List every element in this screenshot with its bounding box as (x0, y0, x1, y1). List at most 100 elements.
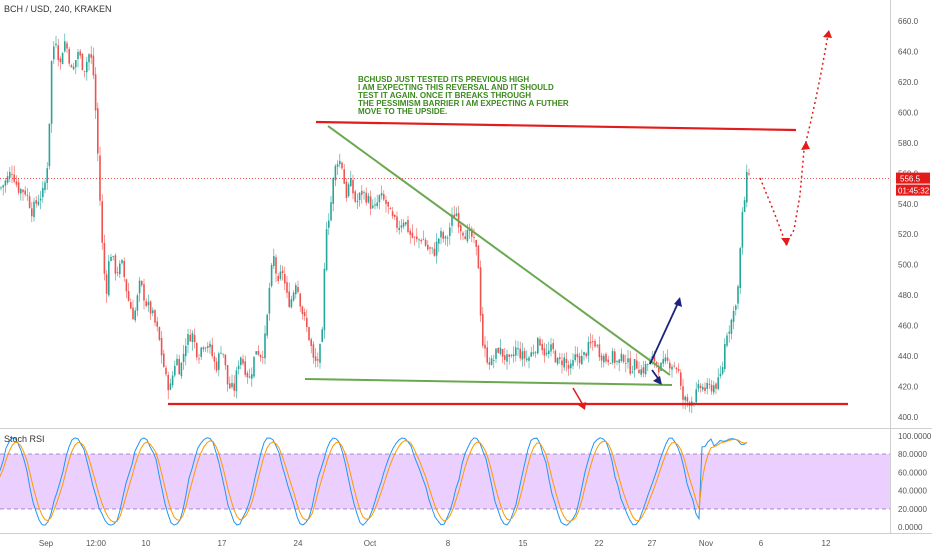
candle-body (704, 387, 706, 391)
candle-body (44, 182, 46, 190)
candle-body (110, 256, 112, 262)
candle-body (616, 361, 618, 362)
candle-body (528, 357, 530, 361)
candle-body (743, 200, 746, 212)
triangle-upper-line (327, 125, 671, 376)
candle-body (70, 65, 73, 68)
candle-body (567, 364, 570, 369)
candle-body (721, 367, 724, 374)
candle-body (565, 358, 568, 363)
candle-body (625, 363, 627, 364)
candle-body (585, 353, 587, 357)
candle-body (477, 245, 480, 269)
candle-body (424, 239, 427, 246)
candle-body (303, 311, 306, 317)
candle-body (728, 331, 730, 334)
candle-body (490, 358, 493, 365)
candle-body (394, 215, 396, 217)
candle-body (132, 307, 134, 320)
candle-body (108, 261, 110, 296)
stoch-label: Stoch RSI (4, 434, 45, 444)
candle-body (519, 348, 521, 359)
candle-body (211, 344, 213, 357)
candle-body (449, 227, 451, 237)
price-tick-label: 540.0 (898, 200, 919, 209)
candle-body (336, 164, 339, 167)
candle-body (600, 355, 603, 361)
candle-body (174, 365, 176, 376)
candle-body (92, 55, 95, 76)
candle-body (433, 248, 436, 256)
candle-body (75, 60, 77, 68)
candle-body (576, 353, 579, 358)
candle-body (231, 382, 233, 387)
candle-body (435, 241, 438, 256)
candle-body (321, 329, 323, 342)
candle-body (504, 355, 506, 360)
candle-body (273, 256, 275, 266)
candle-body (99, 155, 101, 201)
candle-body (268, 287, 271, 314)
candle-body (207, 346, 209, 348)
candle-body (737, 286, 739, 304)
candle-body (13, 174, 15, 182)
candle-body (81, 53, 84, 70)
candle-body (402, 222, 405, 227)
candle-body (264, 333, 266, 359)
candle-body (284, 274, 286, 284)
candle-body (341, 162, 343, 169)
price-tick-label: 420.0 (898, 383, 919, 392)
candle-body (614, 351, 616, 363)
candle-body (387, 201, 389, 207)
candle-body (719, 373, 722, 376)
candle-body (277, 275, 279, 281)
candle-body (310, 339, 312, 346)
candle-body (724, 344, 726, 369)
candle-body (376, 202, 378, 206)
candle-body (515, 347, 517, 356)
candle-body (325, 229, 328, 271)
candle-body (510, 355, 513, 356)
candle-body (605, 353, 607, 362)
candle-body (453, 214, 455, 219)
blue-up-arrow (649, 297, 682, 365)
candle-body (237, 365, 240, 370)
time-tick-label: 10 (142, 539, 151, 548)
candle-body (493, 360, 495, 361)
countdown-label: 01:45:32 (898, 187, 930, 196)
candle-body (422, 239, 425, 241)
time-tick-label: 24 (294, 539, 303, 548)
price-tick-label: 500.0 (898, 261, 919, 270)
candle-body (94, 74, 97, 111)
candle-body (550, 344, 552, 352)
candle-body (407, 220, 409, 232)
candle-body (136, 295, 139, 311)
candle-body (114, 255, 117, 274)
candle-body (545, 352, 548, 355)
candle-body (385, 199, 387, 204)
candle-body (429, 247, 431, 249)
candle-body (363, 192, 365, 193)
candle-body (378, 195, 381, 203)
candle-body (732, 310, 735, 322)
candle-body (548, 350, 550, 355)
stoch-tick-label: 100.0000 (898, 432, 932, 441)
candle-body (222, 353, 224, 355)
candle-body (442, 232, 444, 239)
candle-body (61, 52, 64, 65)
candle-body (330, 202, 332, 221)
candle-body (116, 272, 119, 273)
candle-body (88, 54, 90, 63)
candle-body (460, 225, 462, 232)
candle-body (495, 348, 497, 359)
candle-body (592, 341, 594, 343)
note-line: MOVE TO THE UPSIDE. (358, 107, 447, 116)
candle-body (517, 348, 519, 350)
candle-body (563, 357, 565, 368)
candle-body (20, 189, 22, 194)
note-line: BCHUSD JUST TESTED ITS PREVIOUS HIGH (358, 75, 529, 84)
candle-body (581, 356, 583, 365)
time-tick-label: Sep (39, 539, 54, 548)
candle-body (90, 54, 92, 58)
candle-body (603, 355, 605, 363)
